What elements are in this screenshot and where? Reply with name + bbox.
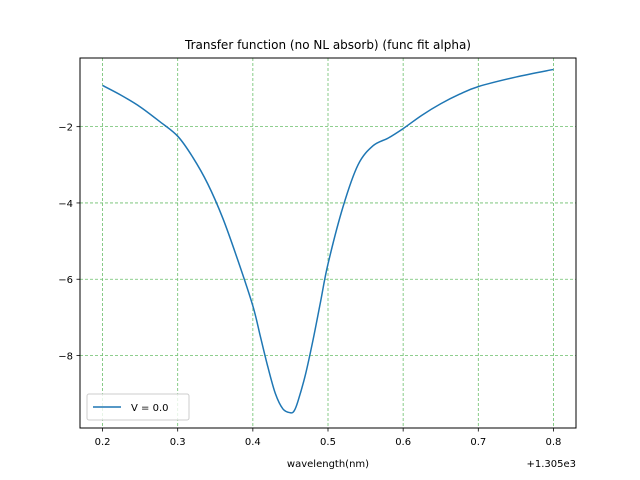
x-tick-label: 0.8 (546, 437, 562, 448)
legend-label: V = 0.0 (131, 403, 168, 414)
x-axis-offset-label: +1.305e3 (526, 459, 576, 470)
x-axis-label: wavelength(nm) (287, 459, 369, 470)
y-tick-label: −6 (58, 275, 73, 286)
x-tick-label: 0.3 (170, 437, 186, 448)
x-tick-label: 0.4 (245, 437, 261, 448)
ticks: 0.2 0.3 0.4 0.5 0.6 0.7 0.8 −2 −4 −6 −8 (58, 123, 561, 448)
x-tick-label: 0.6 (395, 437, 411, 448)
y-tick-label: −8 (58, 352, 73, 363)
chart-title: Transfer function (no NL absorb) (func f… (184, 38, 471, 52)
y-tick-label: −2 (58, 123, 73, 134)
legend-box (86, 393, 190, 421)
grid (80, 58, 576, 428)
x-tick-label: 0.5 (320, 437, 336, 448)
series-line-0 (102, 68, 554, 414)
series-layer (102, 68, 554, 414)
x-tick-label: 0.7 (470, 437, 486, 448)
y-tick-label: −4 (58, 199, 73, 210)
legend: V = 0.0 (86, 393, 190, 421)
x-tick-label: 0.2 (95, 437, 111, 448)
